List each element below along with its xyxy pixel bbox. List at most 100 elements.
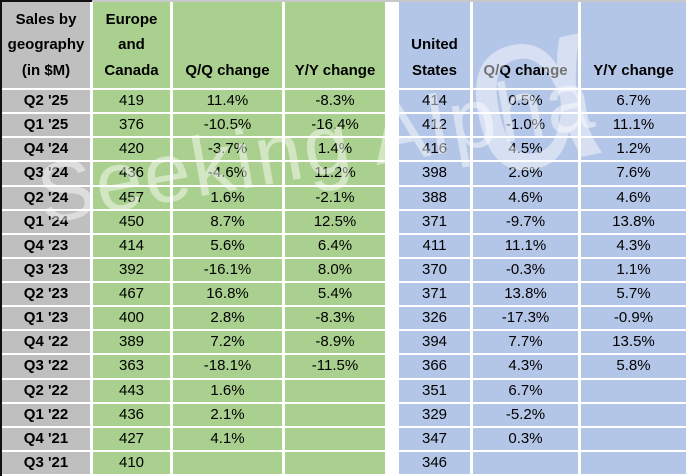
us-qq-cell: -5.2%	[473, 403, 578, 426]
europe-canada-qq-cell: -10.5%	[173, 114, 282, 137]
quarter-label-cell: Q3 '23	[2, 258, 90, 281]
quarter-label-cell: Q1 '23	[2, 307, 90, 330]
quarter-label-cell: Q2 '25	[2, 90, 90, 113]
europe-canada-value-cell: 420	[93, 138, 170, 161]
europe-canada-qq-cell: 2.1%	[173, 403, 282, 426]
europe-canada-yy-cell: 1.4%	[285, 138, 385, 161]
us-value-cell: 412	[399, 114, 470, 137]
column-spacer	[388, 379, 396, 402]
europe-canada-value-cell: 436	[93, 403, 170, 426]
europe-canada-yy-cell: -11.5%	[285, 355, 385, 378]
us-qq-cell: 13.8%	[473, 283, 578, 306]
us-yy-cell: 6.7%	[581, 90, 686, 113]
us-value-cell: 326	[399, 307, 470, 330]
column-spacer	[388, 307, 396, 330]
column-spacer	[388, 138, 396, 161]
europe-canada-yy-cell: 5.4%	[285, 283, 385, 306]
us-qq-cell: 4.6%	[473, 186, 578, 209]
column-header-us-qq-change: Q/Q change	[473, 2, 578, 88]
us-value-cell: 371	[399, 210, 470, 233]
us-qq-cell: 6.7%	[473, 379, 578, 402]
quarter-label-cell: Q2 '22	[2, 379, 90, 402]
europe-canada-value-cell: 419	[93, 90, 170, 113]
quarter-label-cell: Q2 '23	[2, 283, 90, 306]
column-header-united-states: United States	[399, 2, 470, 88]
column-spacer	[388, 162, 396, 185]
us-value-cell: 388	[399, 186, 470, 209]
us-yy-cell	[581, 427, 686, 450]
us-yy-cell	[581, 451, 686, 474]
europe-canada-value-cell: 410	[93, 451, 170, 474]
column-header-us-yy-change: Y/Y change	[581, 2, 686, 88]
europe-canada-qq-cell: 1.6%	[173, 379, 282, 402]
europe-canada-qq-cell: -18.1%	[173, 355, 282, 378]
europe-canada-value-cell: 443	[93, 379, 170, 402]
column-spacer	[388, 451, 396, 474]
column-header-ec-yy-change: Y/Y change	[285, 2, 385, 88]
europe-canada-qq-cell: -4.6%	[173, 162, 282, 185]
europe-canada-qq-cell: -16.1%	[173, 258, 282, 281]
us-yy-cell: 13.8%	[581, 210, 686, 233]
column-spacer	[388, 427, 396, 450]
europe-canada-yy-cell	[285, 427, 385, 450]
us-yy-cell: 1.2%	[581, 138, 686, 161]
us-value-cell: 370	[399, 258, 470, 281]
us-qq-cell: 11.1%	[473, 234, 578, 257]
us-qq-cell: 4.5%	[473, 138, 578, 161]
europe-canada-qq-cell: 5.6%	[173, 234, 282, 257]
europe-canada-qq-cell: 16.8%	[173, 283, 282, 306]
column-spacer	[388, 331, 396, 354]
us-value-cell: 371	[399, 283, 470, 306]
column-spacer	[388, 258, 396, 281]
us-value-cell: 414	[399, 90, 470, 113]
column-spacer	[388, 210, 396, 233]
europe-canada-value-cell: 427	[93, 427, 170, 450]
us-yy-cell: 5.8%	[581, 355, 686, 378]
us-value-cell: 346	[399, 451, 470, 474]
europe-canada-yy-cell: -8.9%	[285, 331, 385, 354]
column-spacer	[388, 114, 396, 137]
us-yy-cell: 7.6%	[581, 162, 686, 185]
us-qq-cell: 2.6%	[473, 162, 578, 185]
europe-canada-qq-cell: -3.7%	[173, 138, 282, 161]
column-spacer	[388, 2, 396, 88]
quarter-label-cell: Q1 '22	[2, 403, 90, 426]
quarter-label-cell: Q3 '22	[2, 355, 90, 378]
europe-canada-value-cell: 363	[93, 355, 170, 378]
us-qq-cell: -1.0%	[473, 114, 578, 137]
europe-canada-value-cell: 457	[93, 186, 170, 209]
europe-canada-yy-cell	[285, 451, 385, 474]
quarter-label-cell: Q3 '21	[2, 451, 90, 474]
us-qq-cell: 0.5%	[473, 90, 578, 113]
us-yy-cell	[581, 379, 686, 402]
europe-canada-qq-cell: 2.8%	[173, 307, 282, 330]
europe-canada-qq-cell: 7.2%	[173, 331, 282, 354]
quarter-label-cell: Q4 '22	[2, 331, 90, 354]
europe-canada-yy-cell	[285, 379, 385, 402]
europe-canada-qq-cell: 4.1%	[173, 427, 282, 450]
us-qq-cell	[473, 451, 578, 474]
us-yy-cell	[581, 403, 686, 426]
us-qq-cell: -0.3%	[473, 258, 578, 281]
us-value-cell: 416	[399, 138, 470, 161]
europe-canada-qq-cell: 11.4%	[173, 90, 282, 113]
europe-canada-yy-cell: -16.4%	[285, 114, 385, 137]
us-yy-cell: 4.6%	[581, 186, 686, 209]
us-qq-cell: -9.7%	[473, 210, 578, 233]
quarter-label-cell: Q1 '25	[2, 114, 90, 137]
corner-header-sales-by-geography: Sales by geography (in $M)	[2, 2, 90, 88]
quarter-label-cell: Q3 '24	[2, 162, 90, 185]
quarter-label-cell: Q4 '24	[2, 138, 90, 161]
column-spacer	[388, 90, 396, 113]
europe-canada-yy-cell: 11.2%	[285, 162, 385, 185]
us-yy-cell: 1.1%	[581, 258, 686, 281]
quarter-label-cell: Q1 '24	[2, 210, 90, 233]
europe-canada-yy-cell: 12.5%	[285, 210, 385, 233]
europe-canada-yy-cell	[285, 403, 385, 426]
europe-canada-value-cell: 414	[93, 234, 170, 257]
europe-canada-value-cell: 450	[93, 210, 170, 233]
europe-canada-yy-cell: 8.0%	[285, 258, 385, 281]
column-spacer	[388, 283, 396, 306]
europe-canada-value-cell: 400	[93, 307, 170, 330]
